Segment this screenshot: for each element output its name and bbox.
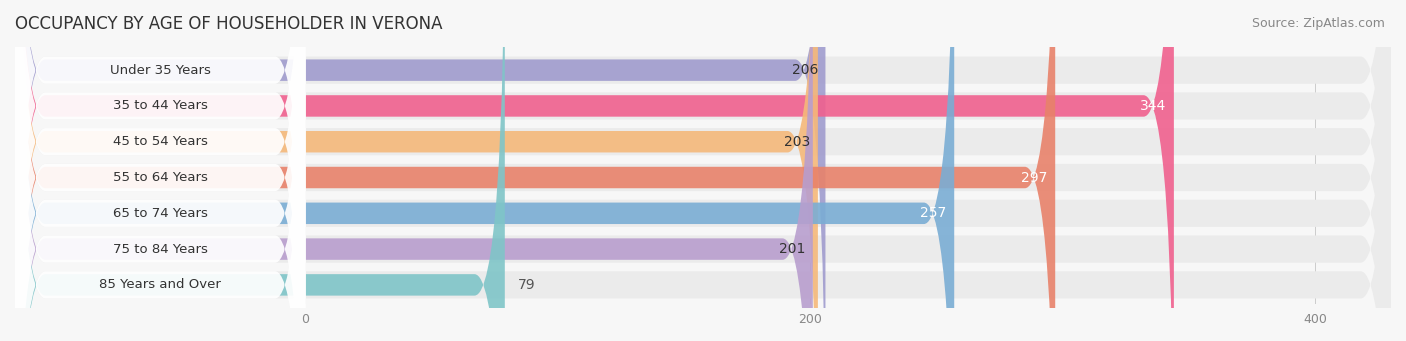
FancyBboxPatch shape <box>15 0 1391 341</box>
FancyBboxPatch shape <box>15 0 1056 341</box>
Text: 203: 203 <box>785 135 810 149</box>
Text: 75 to 84 Years: 75 to 84 Years <box>112 242 208 256</box>
FancyBboxPatch shape <box>15 0 505 341</box>
FancyBboxPatch shape <box>15 0 1391 341</box>
FancyBboxPatch shape <box>15 0 305 341</box>
Text: 257: 257 <box>921 206 946 220</box>
Text: Source: ZipAtlas.com: Source: ZipAtlas.com <box>1251 17 1385 30</box>
FancyBboxPatch shape <box>15 0 818 341</box>
FancyBboxPatch shape <box>15 0 1391 341</box>
Text: 85 Years and Over: 85 Years and Over <box>100 278 221 291</box>
Text: Under 35 Years: Under 35 Years <box>110 64 211 77</box>
FancyBboxPatch shape <box>15 0 305 341</box>
FancyBboxPatch shape <box>15 0 813 341</box>
FancyBboxPatch shape <box>15 0 1391 341</box>
FancyBboxPatch shape <box>15 0 305 341</box>
FancyBboxPatch shape <box>15 0 1174 341</box>
Text: 65 to 74 Years: 65 to 74 Years <box>112 207 208 220</box>
Text: OCCUPANCY BY AGE OF HOUSEHOLDER IN VERONA: OCCUPANCY BY AGE OF HOUSEHOLDER IN VERON… <box>15 15 443 33</box>
Text: 201: 201 <box>779 242 806 256</box>
FancyBboxPatch shape <box>15 0 1391 341</box>
FancyBboxPatch shape <box>15 0 825 341</box>
FancyBboxPatch shape <box>15 0 955 341</box>
FancyBboxPatch shape <box>15 0 305 341</box>
Text: 79: 79 <box>517 278 536 292</box>
Text: 297: 297 <box>1021 170 1047 184</box>
Text: 206: 206 <box>792 63 818 77</box>
Text: 35 to 44 Years: 35 to 44 Years <box>112 100 208 113</box>
FancyBboxPatch shape <box>15 0 305 341</box>
FancyBboxPatch shape <box>15 0 1391 341</box>
FancyBboxPatch shape <box>15 0 305 341</box>
Text: 45 to 54 Years: 45 to 54 Years <box>112 135 208 148</box>
FancyBboxPatch shape <box>15 0 305 341</box>
Text: 55 to 64 Years: 55 to 64 Years <box>112 171 208 184</box>
FancyBboxPatch shape <box>15 0 1391 341</box>
Text: 344: 344 <box>1140 99 1167 113</box>
